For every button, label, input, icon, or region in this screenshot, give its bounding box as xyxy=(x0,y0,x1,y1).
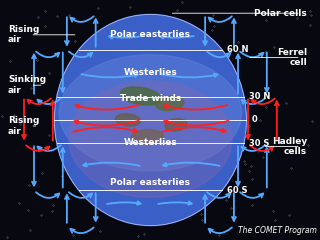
Text: Polar easterlies: Polar easterlies xyxy=(110,30,190,39)
Ellipse shape xyxy=(59,55,242,171)
Text: Westerlies: Westerlies xyxy=(124,68,177,77)
Text: The COMET Program: The COMET Program xyxy=(238,226,317,235)
Text: Hadley
cells: Hadley cells xyxy=(272,137,307,156)
Text: 60 N: 60 N xyxy=(227,45,248,54)
Text: 30 N: 30 N xyxy=(249,92,270,101)
Text: 30 S: 30 S xyxy=(249,139,269,148)
Text: Sinking
air: Sinking air xyxy=(8,76,46,95)
Text: Rising
air: Rising air xyxy=(8,116,39,136)
Ellipse shape xyxy=(69,81,232,197)
Text: 0: 0 xyxy=(251,115,257,125)
Text: Westerlies: Westerlies xyxy=(124,138,177,147)
Text: 60 S: 60 S xyxy=(227,186,247,195)
Text: Ferrel
cell: Ferrel cell xyxy=(277,48,307,67)
Ellipse shape xyxy=(121,87,161,105)
Ellipse shape xyxy=(165,119,187,131)
Text: Polar easterlies: Polar easterlies xyxy=(110,178,190,187)
Text: Trade winds: Trade winds xyxy=(120,94,181,103)
Ellipse shape xyxy=(155,96,184,111)
Ellipse shape xyxy=(131,130,163,144)
Ellipse shape xyxy=(115,114,141,126)
Text: Polar cells: Polar cells xyxy=(254,9,307,18)
Ellipse shape xyxy=(54,14,246,226)
Text: Rising
air: Rising air xyxy=(8,25,39,44)
